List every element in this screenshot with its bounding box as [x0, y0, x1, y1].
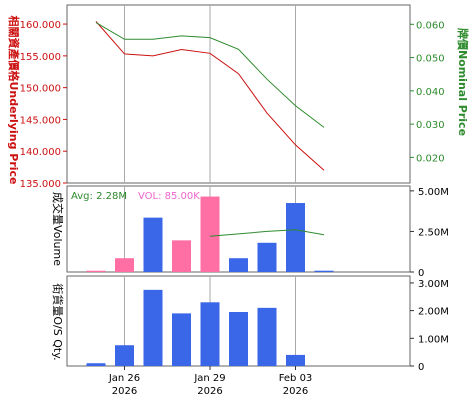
left-tick-label: 155.000	[20, 52, 61, 63]
left-tick-label: 140.000	[20, 147, 61, 158]
osqty-tick-label: 0	[418, 362, 424, 373]
price-lines	[95, 21, 325, 171]
volume-bar	[143, 217, 163, 272]
left-tick-label: 135.000	[20, 179, 61, 190]
x-tick-label-year: 2026	[283, 386, 308, 397]
osqty-bar	[143, 289, 163, 366]
volume-bar	[115, 258, 134, 272]
left-tick-label: 150.000	[20, 84, 61, 95]
volume-average-line	[209, 229, 325, 237]
volume-bar	[257, 242, 277, 272]
volume-bar	[200, 196, 220, 272]
volume-bar	[229, 258, 248, 272]
right-tick-label: 0.060	[416, 20, 445, 31]
osqty-bar	[172, 313, 191, 366]
x-tick-label-date: Jan 26	[108, 373, 140, 384]
osqty-bar	[115, 345, 134, 366]
x-tick-label-date: Jan 29	[193, 373, 225, 384]
right-tick-label: 0.050	[416, 54, 445, 65]
volume-axis-title: 成交量Volume	[51, 192, 65, 266]
tick-labels: Jan 26 2026 Jan 29 2026 Feb 03 2026 160.000 155…	[20, 20, 449, 397]
osqty-bar	[200, 302, 220, 366]
volume-vol-text: VOL: 85.00K	[138, 191, 200, 202]
price-panel-frame	[66, 4, 411, 184]
volume-tick-label: 0	[418, 268, 424, 279]
x-tick-label-year: 2026	[112, 386, 137, 397]
nominal-price-line	[95, 22, 325, 128]
price-right-axis-title: 牌價Nominal Price	[456, 28, 470, 136]
osqty-bars	[86, 289, 305, 366]
osqty-bar	[286, 354, 305, 366]
osqty-bar	[257, 307, 277, 366]
x-tick-label-date: Feb 03	[279, 373, 313, 384]
x-tick-label-year: 2026	[197, 386, 222, 397]
osqty-tick-label: 2.00M	[418, 307, 449, 318]
price-left-axis-title: 相關資產價格Underlying Price	[7, 15, 21, 184]
left-tick-label: 145.000	[20, 115, 61, 126]
underlying-price-line	[95, 21, 325, 171]
osqty-axis-title: 街貨量O/S Qty.	[51, 283, 65, 360]
volume-bars	[86, 196, 334, 272]
osqty-bar	[229, 312, 248, 366]
osqty-bar	[86, 363, 106, 366]
volume-bar	[172, 240, 191, 272]
right-tick-label: 0.020	[416, 153, 445, 164]
right-tick-label: 0.030	[416, 120, 445, 131]
volume-avg-text: Avg: 2.28M	[71, 191, 127, 202]
volume-tick-label: 5.00M	[418, 187, 449, 198]
volume-bar	[286, 203, 305, 272]
volume-bar	[86, 270, 106, 272]
volume-tick-label: 2.50M	[418, 227, 449, 238]
right-tick-label: 0.040	[416, 87, 445, 98]
osqty-tick-label: 3.00M	[418, 279, 449, 290]
volume-bar	[314, 270, 334, 272]
left-tick-label: 160.000	[20, 20, 61, 31]
osqty-tick-label: 1.00M	[418, 334, 449, 345]
